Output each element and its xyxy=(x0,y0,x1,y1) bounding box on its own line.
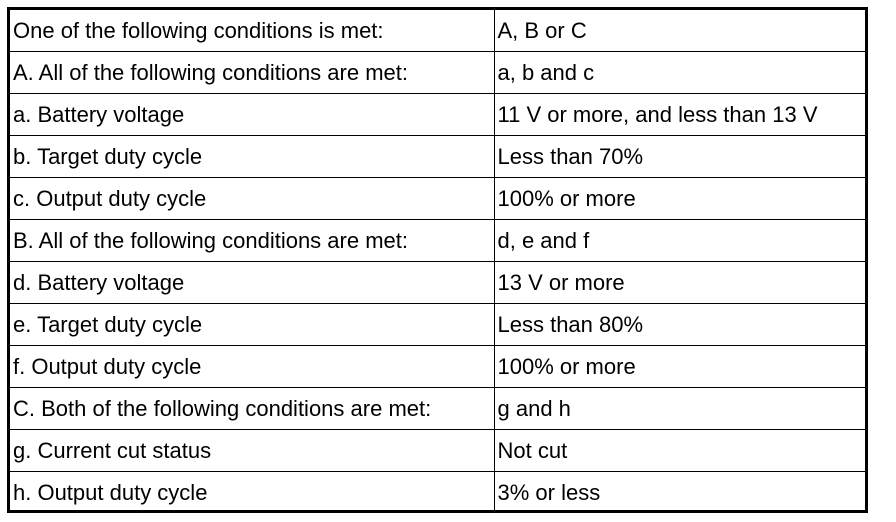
conditions-table-frame: One of the following conditions is met: … xyxy=(7,7,868,513)
condition-cell: b. Target duty cycle xyxy=(10,135,495,178)
condition-cell: B. All of the following conditions are m… xyxy=(10,219,495,262)
table-row: g. Current cut status Not cut xyxy=(10,429,865,472)
condition-cell: A. All of the following conditions are m… xyxy=(10,51,495,94)
table-row: b. Target duty cycle Less than 70% xyxy=(10,135,865,178)
value-cell: 100% or more xyxy=(493,177,865,220)
table-row: f. Output duty cycle 100% or more xyxy=(10,345,865,388)
condition-cell: g. Current cut status xyxy=(10,429,495,472)
value-cell: Not cut xyxy=(493,429,865,472)
table-row: e. Target duty cycle Less than 80% xyxy=(10,303,865,346)
conditions-table: One of the following conditions is met: … xyxy=(10,10,865,513)
table-row: C. Both of the following conditions are … xyxy=(10,387,865,430)
condition-cell: h. Output duty cycle xyxy=(10,471,495,513)
condition-cell: One of the following conditions is met: xyxy=(10,10,495,52)
condition-cell: C. Both of the following conditions are … xyxy=(10,387,495,430)
value-cell: A, B or C xyxy=(493,10,865,52)
table-row: h. Output duty cycle 3% or less xyxy=(10,471,865,513)
condition-cell: d. Battery voltage xyxy=(10,261,495,304)
table-row: d. Battery voltage 13 V or more xyxy=(10,261,865,304)
value-cell: Less than 70% xyxy=(493,135,865,178)
table-row: c. Output duty cycle 100% or more xyxy=(10,177,865,220)
condition-cell: a. Battery voltage xyxy=(10,93,495,136)
value-cell: 100% or more xyxy=(493,345,865,388)
table-row: A. All of the following conditions are m… xyxy=(10,51,865,94)
value-cell: a, b and c xyxy=(493,51,865,94)
table-row: a. Battery voltage 11 V or more, and les… xyxy=(10,93,865,136)
value-cell: 13 V or more xyxy=(493,261,865,304)
value-cell: 3% or less xyxy=(493,471,865,513)
value-cell: g and h xyxy=(493,387,865,430)
condition-cell: c. Output duty cycle xyxy=(10,177,495,220)
table-row: B. All of the following conditions are m… xyxy=(10,219,865,262)
value-cell: d, e and f xyxy=(493,219,865,262)
value-cell: Less than 80% xyxy=(493,303,865,346)
condition-cell: f. Output duty cycle xyxy=(10,345,495,388)
condition-cell: e. Target duty cycle xyxy=(10,303,495,346)
value-cell: 11 V or more, and less than 13 V xyxy=(493,93,865,136)
table-row: One of the following conditions is met: … xyxy=(10,10,865,52)
